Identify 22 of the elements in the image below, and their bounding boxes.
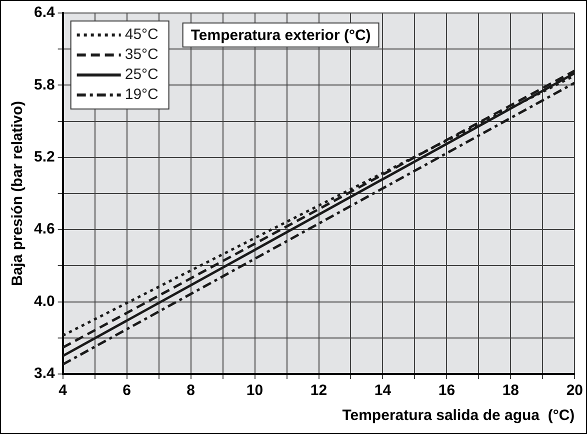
- x-tick-label: 14: [374, 382, 392, 400]
- x-tick-label: 4: [58, 382, 68, 400]
- y-tick-label: 4.0: [34, 292, 55, 310]
- legend-title: Temperatura exterior (°C): [190, 27, 371, 44]
- legend-label: 19°C: [124, 86, 159, 104]
- y-axis-title: Baja presión (bar relativo): [9, 100, 26, 286]
- x-tick-label: 8: [186, 382, 195, 400]
- y-tick-label: 3.4: [34, 365, 56, 382]
- legend-label: 35°C: [124, 46, 159, 64]
- x-tick-label: 12: [310, 382, 328, 400]
- y-tick-label: 4.6: [34, 220, 55, 238]
- y-tick-label: 6.4: [34, 4, 56, 22]
- y-tick-label: 5.2: [34, 148, 55, 166]
- legend-label: 45°C: [124, 26, 159, 44]
- x-tick-label: 6: [122, 382, 131, 400]
- y-tick-label: 5.8: [34, 76, 55, 94]
- x-axis-title: Temperatura salida de agua (°C): [342, 407, 575, 424]
- legend-label: 25°C: [124, 66, 159, 84]
- x-tick-label: 16: [438, 382, 456, 400]
- x-tick-label: 10: [246, 382, 264, 400]
- x-tick-label: 18: [502, 382, 520, 400]
- x-tick-label: 20: [566, 382, 583, 400]
